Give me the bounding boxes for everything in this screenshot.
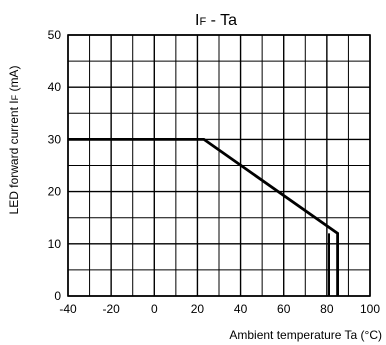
series-line xyxy=(68,138,339,296)
y-axis-label-rest: (mA) xyxy=(7,66,21,95)
y-axis-label-sub: F xyxy=(10,94,20,100)
y-tick-label: 50 xyxy=(48,28,62,42)
y-axis-label: LED forward current IF (mA) xyxy=(7,66,21,215)
x-tick-label: -40 xyxy=(59,302,77,316)
x-tick-label: 0 xyxy=(151,302,158,316)
x-tick-label: 100 xyxy=(360,302,380,316)
y-tick-label: 30 xyxy=(48,132,62,146)
plot-frame xyxy=(67,34,371,297)
chart-title-main: I xyxy=(195,12,199,29)
x-axis-label: Ambient temperature Ta (°C) xyxy=(229,328,382,342)
chart-title-rest: - Ta xyxy=(206,12,237,29)
y-tick-label: 0 xyxy=(54,289,61,303)
series-layer xyxy=(68,138,339,296)
grid xyxy=(67,34,371,297)
y-tick-label: 10 xyxy=(48,237,62,251)
chart-title: IF - Ta xyxy=(195,12,237,29)
chart-title-sub: F xyxy=(199,16,206,28)
x-tick-label: 40 xyxy=(234,302,248,316)
x-tick-label: 80 xyxy=(320,302,334,316)
tick-labels: -40 -20 0 20 40 60 80 100 0 10 20 30 40 50 xyxy=(48,28,381,316)
x-tick-label: 20 xyxy=(191,302,205,316)
x-tick-label: -20 xyxy=(102,302,120,316)
y-tick-label: 20 xyxy=(48,185,62,199)
y-axis-label-main: LED forward current I xyxy=(7,100,21,214)
x-tick-label: 60 xyxy=(277,302,291,316)
y-tick-label: 40 xyxy=(48,80,62,94)
